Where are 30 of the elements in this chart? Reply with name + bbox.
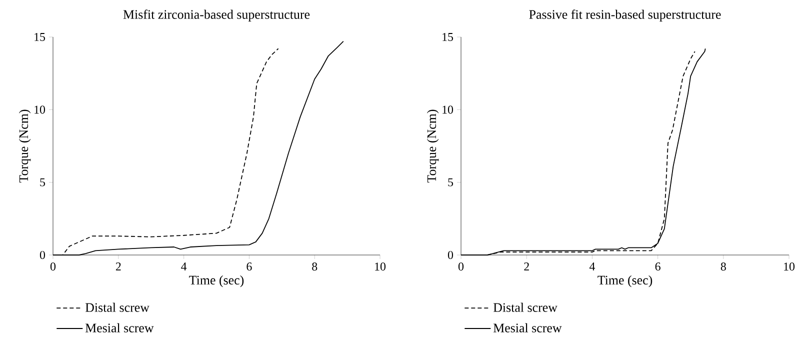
x-tick-label: 10 — [375, 262, 386, 271]
y-tick-label: 0 — [40, 250, 46, 260]
y-tick-label: 10 — [442, 106, 454, 114]
y-tick-label: 0 — [448, 250, 454, 260]
legend-label: Mesial screw — [493, 323, 562, 332]
x-tick-label: 8 — [312, 262, 318, 271]
y-tick-label: 5 — [40, 178, 46, 186]
chart-title: Passive fit resin-based superstructure — [529, 10, 721, 22]
x-tick-label: 6 — [655, 262, 660, 271]
legend-label: Distal screw — [493, 302, 558, 312]
x-tick-label: 0 — [458, 262, 464, 271]
x-tick-label: 10 — [784, 262, 795, 271]
x-tick-label: 6 — [246, 262, 252, 271]
chart-title: Misfit zirconia-based superstructure — [123, 10, 310, 22]
x-axis-title: Time (sec) — [189, 275, 244, 288]
x-tick-label: 4 — [589, 262, 596, 270]
x-tick-label: 8 — [720, 262, 726, 271]
legend-label: Mesial screw — [85, 323, 154, 332]
x-tick-label: 0 — [50, 262, 56, 271]
x-tick-label: 2 — [524, 262, 529, 270]
y-tick-label: 15 — [442, 32, 454, 41]
x-tick-label: 2 — [116, 262, 121, 270]
y-axis-title: Torque (Ncm) — [426, 110, 439, 183]
y-axis-title: Torque (Ncm) — [18, 110, 31, 183]
x-tick-label: 4 — [181, 262, 187, 270]
y-tick-label: 10 — [34, 106, 46, 114]
y-tick-label: 5 — [448, 178, 454, 186]
y-tick-label: 15 — [34, 32, 46, 41]
x-axis-title: Time (sec) — [598, 275, 652, 288]
legend-label: Distal screw — [85, 302, 150, 312]
